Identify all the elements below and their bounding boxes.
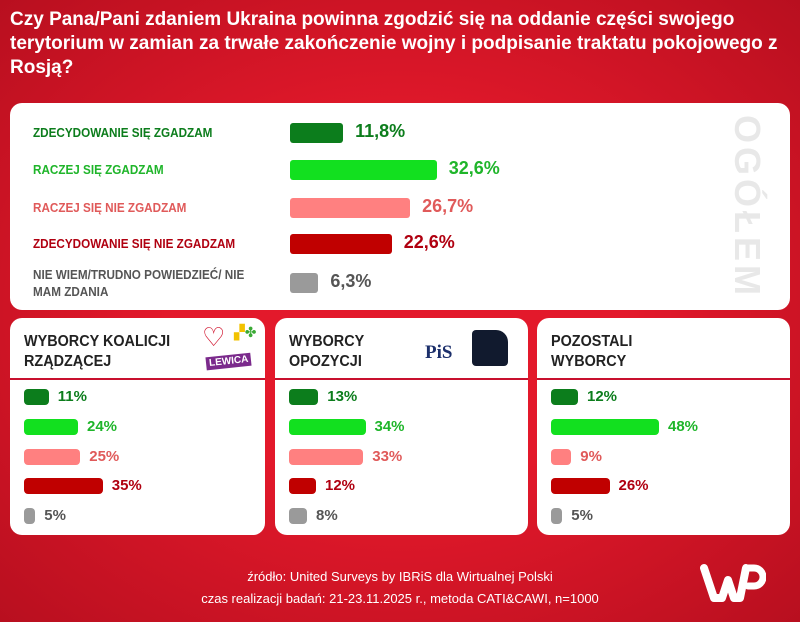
category-label: NIE WIEM/TRUDNO POWIEDZIEĆ/ NIE MAM ZDAN… bbox=[33, 267, 245, 299]
group-title: WYBORCY KOALICJI RZĄDZĄCEJ bbox=[24, 333, 171, 370]
category-label: ZDECYDOWANIE SIĘ NIE ZGADZAM bbox=[33, 236, 236, 251]
bar-group bbox=[551, 449, 572, 465]
category-label: ZDECYDOWANIE SIĘ ZGADZAM bbox=[33, 125, 213, 140]
value-label: 8% bbox=[316, 507, 338, 524]
clover-logo-icon: ▞✤ bbox=[234, 324, 257, 340]
bar-group bbox=[289, 449, 364, 465]
bar-overall bbox=[290, 234, 392, 254]
value-label: 5% bbox=[571, 507, 593, 524]
bar-group bbox=[551, 508, 563, 524]
value-label: 9% bbox=[580, 448, 602, 465]
source-text: źródło: United Surveys by IBRiS dla Wirt… bbox=[247, 569, 553, 584]
bar-group bbox=[551, 478, 610, 494]
bar-group bbox=[289, 508, 307, 524]
bar-overall bbox=[290, 160, 437, 180]
bar-group bbox=[551, 389, 578, 405]
group-panel-opposition: WYBORCY OPOZYCJI PiS 13% 34% 33% 12% 8% bbox=[275, 318, 528, 535]
method-text: czas realizacji badań: 21-23.11.2025 r.,… bbox=[201, 591, 599, 606]
bar-group bbox=[24, 419, 78, 435]
bar-group bbox=[551, 419, 659, 435]
group-panel-others: POZOSTALI WYBORCY 12% 48% 9% 26% 5% bbox=[537, 318, 790, 535]
value-label: 26% bbox=[618, 477, 649, 494]
category-label: RACZEJ SIĘ ZGADZAM bbox=[33, 162, 164, 177]
value-label: 48% bbox=[668, 418, 699, 435]
value-label: 26,7% bbox=[422, 196, 474, 216]
value-label: 32,6% bbox=[448, 158, 500, 178]
overall-panel: OGÓŁEM ZDECYDOWANIE SIĘ ZGADZAM 11,8% RACZ… bbox=[10, 103, 790, 310]
bar-overall bbox=[290, 198, 411, 218]
bar-overall bbox=[290, 273, 319, 293]
bar-group bbox=[24, 389, 49, 405]
group-panel-coalition: WYBORCY KOALICJI RZĄDZĄCEJ ♡ ▞✤ LEWICA 1… bbox=[10, 318, 265, 535]
bar-overall bbox=[290, 123, 344, 143]
footer: źródło: United Surveys by IBRiS dla Wirt… bbox=[0, 566, 800, 610]
value-label: 6,3% bbox=[330, 271, 372, 291]
wp-logo bbox=[700, 564, 766, 602]
divider bbox=[537, 378, 790, 380]
bar-group bbox=[24, 478, 103, 494]
value-label: 24% bbox=[87, 418, 118, 435]
divider bbox=[10, 378, 265, 380]
heart-logo-icon: ♡ bbox=[202, 322, 226, 352]
group-title: POZOSTALI WYBORCY bbox=[551, 333, 633, 370]
pis-logo: PiS bbox=[425, 342, 453, 363]
overall-label: OGÓŁEM bbox=[727, 115, 768, 299]
value-label: 13% bbox=[327, 388, 358, 405]
bar-group bbox=[289, 389, 319, 405]
bar-group bbox=[289, 419, 366, 435]
value-label: 11,8% bbox=[355, 121, 406, 141]
category-label: RACZEJ SIĘ NIE ZGADZAM bbox=[33, 200, 187, 215]
lewica-logo: LEWICA bbox=[205, 352, 253, 371]
value-label: 35% bbox=[111, 477, 142, 494]
group-title: WYBORCY OPOZYCJI bbox=[289, 333, 364, 370]
bar-group bbox=[24, 508, 36, 524]
value-label: 25% bbox=[89, 448, 120, 465]
divider bbox=[275, 378, 528, 380]
value-label: 34% bbox=[374, 418, 405, 435]
value-label: 22,6% bbox=[403, 232, 455, 252]
konfederacja-logo bbox=[472, 330, 508, 366]
value-label: 33% bbox=[372, 448, 403, 465]
value-label: 11% bbox=[57, 388, 87, 405]
bar-group bbox=[24, 449, 81, 465]
value-label: 12% bbox=[587, 388, 618, 405]
value-label: 5% bbox=[44, 507, 66, 524]
bar-group bbox=[289, 478, 316, 494]
value-label: 12% bbox=[325, 477, 356, 494]
chart-title: Czy Pana/Pani zdaniem Ukraina powinna zg… bbox=[10, 9, 778, 78]
